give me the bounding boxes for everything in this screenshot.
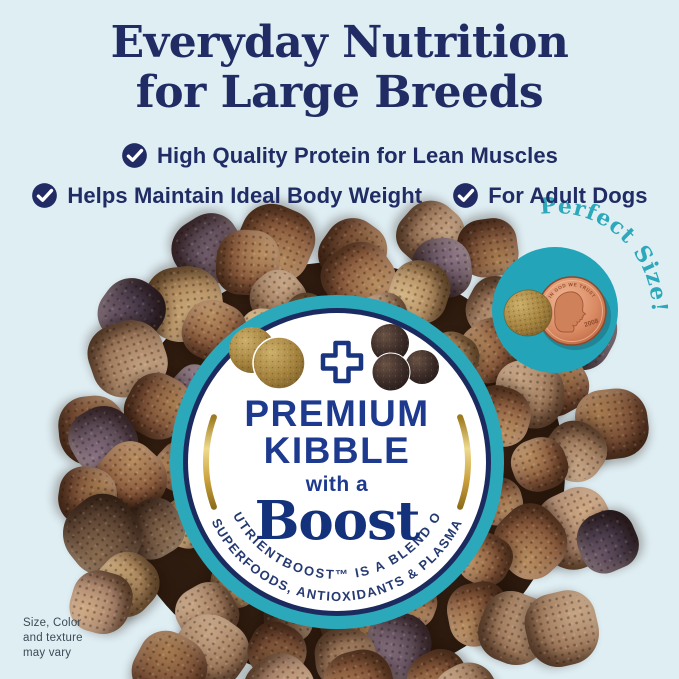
benefit-row-2: Helps Maintain Ideal Body Weight For Adu… <box>0 182 679 209</box>
callout-art: IN GOD WE TRUST 2008 Perfect Size! <box>492 193 671 373</box>
badge-kibble-tan <box>229 327 306 390</box>
gold-paren-left <box>203 414 217 510</box>
size-kibble <box>503 289 553 337</box>
check-circle-icon <box>122 143 147 168</box>
disclaimer-line: and texture <box>23 632 83 644</box>
page-title: Everyday Nutrition for Large Breeds <box>0 18 679 118</box>
benefit-label: For Adult Dogs <box>488 182 648 208</box>
plus-icon <box>320 340 364 384</box>
badge-word-witha: with a <box>305 473 369 496</box>
benefit-protein: High Quality Protein for Lean Muscles <box>121 142 558 169</box>
penny-coin: IN GOD WE TRUST 2008 <box>537 276 611 350</box>
coin-year: 2008 <box>583 318 599 329</box>
title-line-2: for Large Breeds <box>135 67 544 118</box>
badge-white-face <box>188 313 486 611</box>
title-line-1: Everyday Nutrition <box>110 17 569 68</box>
disclaimer-line: Size, Color <box>23 617 82 629</box>
check-circle-icon <box>32 183 58 208</box>
lincoln-bust <box>554 291 587 333</box>
badge-art: NUTRIENTBOOST™ IS A BLEND OF SUPERFOODS,… <box>169 294 504 629</box>
benefit-label: Helps Maintain Ideal Body Weight <box>67 182 423 208</box>
benefit-row-1: High Quality Protein for Lean Muscles <box>0 142 679 169</box>
check-circle-icon <box>453 183 479 208</box>
badge-text-block: PREMIUM KIBBLE with a Boost <box>169 294 505 630</box>
badge-word-premium: PREMIUM <box>244 393 430 434</box>
perfect-size-callout: IN GOD WE TRUST 2008 Perfect Size! <box>440 193 671 425</box>
disclaimer: Size, Color and texture may vary <box>23 616 83 661</box>
badge-kibble-dark <box>371 324 439 392</box>
badge-word-kibble: KIBBLE <box>263 430 411 471</box>
benefit-label: High Quality Protein for Lean Muscles <box>157 142 558 168</box>
benefit-weight: Helps Maintain Ideal Body Weight <box>31 182 422 209</box>
benefit-adult: For Adult Dogs <box>452 182 648 209</box>
disclaimer-line: may vary <box>23 647 72 659</box>
badge-word-boost: Boost <box>254 490 421 552</box>
premium-kibble-badge: NUTRIENTBOOST™ IS A BLEND OF SUPERFOODS,… <box>169 294 505 630</box>
gold-paren-right <box>457 414 471 510</box>
